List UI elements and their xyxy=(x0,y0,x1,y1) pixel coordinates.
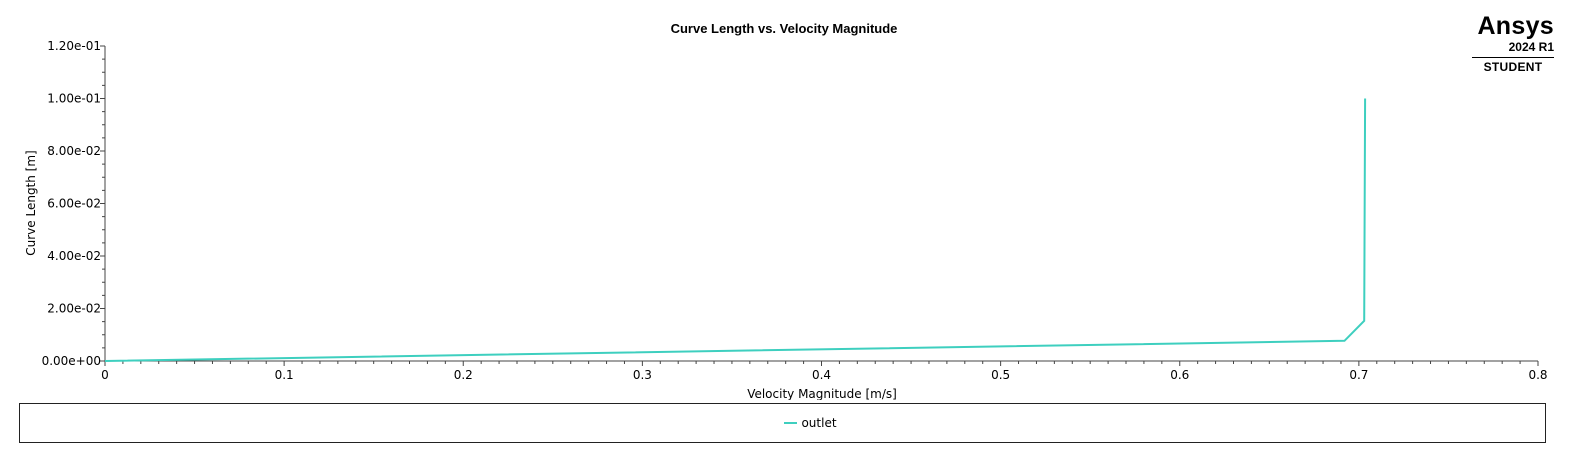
x-tick-label: 0.4 xyxy=(812,368,831,382)
legend-label: outlet xyxy=(801,416,837,430)
y-tick-label: 6.00e-02 xyxy=(47,197,101,211)
logo-brand: Ansys xyxy=(1477,12,1554,40)
x-tick-label: 0.8 xyxy=(1528,368,1547,382)
y-axis-label: Curve Length [m] xyxy=(24,150,38,255)
chart: Curve Length vs. Velocity Magnitude 0 0.1… xyxy=(24,21,1548,400)
y-tick-label: 8.00e-02 xyxy=(47,144,101,158)
y-tick-label: 1.00e-01 xyxy=(47,92,101,106)
series-layer xyxy=(104,98,1367,362)
axes: 0 0.1 0.2 0.3 0.4 0.5 0.6 0.7 0.8 0.00e+00 2.00e-0… xyxy=(42,39,1548,382)
x-tick-label: 0.6 xyxy=(1170,368,1189,382)
y-tick-label: 0.00e+00 xyxy=(42,354,101,368)
y-tick-label: 1.20e-01 xyxy=(47,39,101,53)
logo-version: 2024 R1 xyxy=(1508,40,1554,54)
legend: outlet xyxy=(19,403,1546,443)
legend-entry-outlet: outlet xyxy=(784,416,837,430)
x-tick-label: 0.2 xyxy=(454,368,473,382)
x-tick-label: 0.1 xyxy=(275,368,294,382)
x-tick-label: 0.3 xyxy=(633,368,652,382)
x-axis-label: Velocity Magnitude [m/s] xyxy=(747,387,897,400)
logo-divider xyxy=(1472,57,1554,58)
y-tick-label: 2.00e-02 xyxy=(47,302,101,316)
y-tick-label: 4.00e-02 xyxy=(47,249,101,263)
ansys-logo: Ansys 2024 R1 STUDENT xyxy=(1472,12,1554,74)
legend-swatch xyxy=(784,422,798,424)
x-tick-label: 0.5 xyxy=(991,368,1010,382)
series-line-outlet xyxy=(104,98,1367,362)
x-tick-label: 0 xyxy=(101,368,109,382)
x-tick-label: 0.7 xyxy=(1349,368,1368,382)
logo-edition: STUDENT xyxy=(1483,60,1543,74)
chart-title: Curve Length vs. Velocity Magnitude xyxy=(671,21,898,36)
